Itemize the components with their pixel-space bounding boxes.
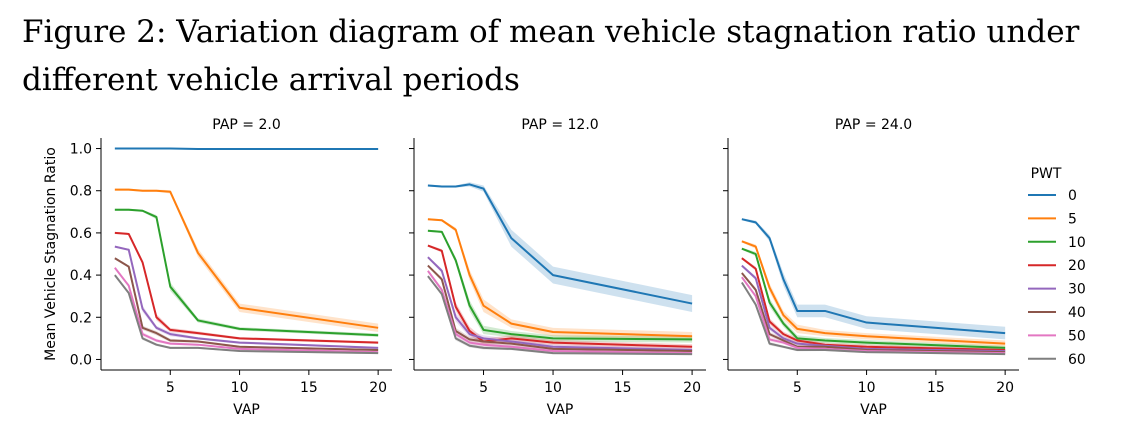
series-band-0 [741,218,1006,340]
legend-label-10: 10 [1068,235,1086,251]
y-tick-label: 0.2 [70,310,92,326]
series-band-10 [114,208,379,337]
legend-label-30: 30 [1068,282,1086,298]
legend-label-60: 60 [1068,352,1086,368]
series-line-40 [427,264,693,353]
series-line-50 [114,267,379,354]
series-line-10 [741,247,1006,349]
series-line-30 [427,256,693,351]
series-line-40 [741,272,1006,354]
legend-label-0: 0 [1068,188,1077,204]
x-tick-label: 5 [479,380,488,396]
series-line-60 [427,275,693,356]
series-line-50 [427,270,693,355]
series-line-20 [114,231,379,344]
y-tick-label: 0.8 [70,184,92,200]
legend-label-5: 5 [1068,211,1077,227]
series-line-30 [114,245,379,349]
panel-title: PAP = 2.0 [212,117,280,133]
panel-2 [409,138,706,375]
panel-title: PAP = 12.0 [521,117,598,133]
series-line-50 [741,276,1006,355]
series-line-5 [741,240,1006,345]
series-line-10 [114,208,379,337]
y-tick-label: 1.0 [70,142,92,158]
series-line-60 [741,281,1006,356]
x-tick-label: 15 [614,380,632,396]
x-tick-label: 15 [300,380,318,396]
series-line-10 [427,229,693,341]
y-tick-label: 0.4 [70,268,92,284]
x-tick-label: 20 [683,380,701,396]
legend-title: PWT [1031,166,1062,182]
y-tick-label: 0.6 [70,226,92,242]
x-axis-label: VAP [233,402,260,418]
x-axis-label: VAP [860,402,887,418]
x-tick-label: 10 [544,380,562,396]
x-axis-label: VAP [547,402,574,418]
panel-1 [96,138,392,375]
x-tick-label: 5 [793,380,802,396]
series-line-40 [114,257,379,351]
x-tick-label: 10 [231,380,249,396]
series-band-40 [114,257,379,352]
legend-label-20: 20 [1068,258,1086,274]
series-line-5 [427,218,693,338]
legend-label-40: 40 [1068,305,1086,321]
x-tick-label: 10 [858,380,876,396]
series-line-60 [114,274,379,355]
panel-title: PAP = 24.0 [835,117,912,133]
x-tick-label: 20 [369,380,387,396]
y-tick-label: 0.0 [70,352,92,368]
series-band-5 [427,218,693,341]
x-tick-label: 20 [996,380,1014,396]
series-line-5 [114,188,379,329]
y-axis-label: Mean Vehicle Stagnation Ratio [43,147,59,361]
x-tick-label: 5 [166,380,175,396]
series-band-0 [427,182,693,312]
series-line-20 [741,257,1006,351]
legend: PWT 0 5 10 20 30 40 50 60 [1028,166,1086,368]
series-line-30 [741,264,1006,353]
series-line-0 [427,183,693,305]
x-tick-label: 15 [927,380,945,396]
panel-3 [723,138,1019,375]
legend-label-50: 50 [1068,328,1086,344]
figure-caption: Figure 2: Variation diagram of mean vehi… [22,14,1080,98]
series-line-0 [741,218,1006,335]
